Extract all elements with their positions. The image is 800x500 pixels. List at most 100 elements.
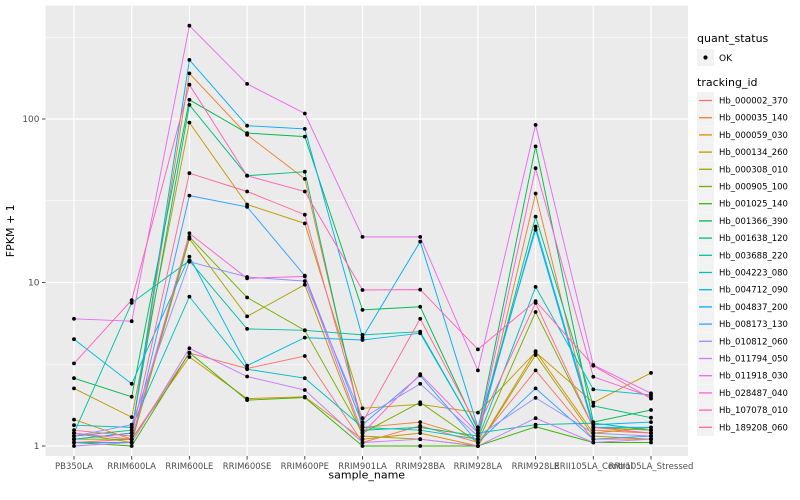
legend-item-label: Hb_001366_390 [719, 217, 788, 227]
data-point [591, 431, 596, 435]
legend-item-label: Hb_011794_050 [719, 355, 788, 365]
data-point [476, 428, 480, 433]
legend-item-Hb_004712_090: Hb_004712_090 [697, 281, 788, 299]
data-point [476, 440, 480, 445]
data-point [245, 374, 250, 379]
data-point [302, 388, 307, 392]
data-point [129, 319, 134, 324]
data-point [245, 367, 250, 372]
data-point [187, 346, 192, 351]
legend-item-Hb_003688_220: Hb_003688_220 [697, 246, 788, 264]
legend-item-Hb_028487_040: Hb_028487_040 [697, 384, 788, 402]
data-point [360, 420, 365, 424]
legend-item-Hb_011794_050: Hb_011794_050 [697, 350, 788, 367]
y-tick-label: 1 [34, 442, 40, 452]
y-tick-label: 10 [28, 279, 40, 289]
x-tick-label: RRIM600LA [107, 462, 156, 472]
legend-item-Hb_001366_390: Hb_001366_390 [697, 212, 788, 230]
data-point [533, 301, 538, 305]
data-point [533, 123, 538, 127]
data-point [245, 363, 250, 368]
legend-item-label: Hb_000002_370 [719, 97, 788, 107]
data-point [302, 282, 307, 287]
data-point [72, 431, 76, 435]
data-point [649, 428, 653, 433]
data-point [129, 440, 134, 445]
data-point [476, 434, 480, 438]
x-tick-label: RRIM928LE [512, 462, 560, 472]
data-point [591, 374, 596, 379]
legend-item-Hb_001025_140: Hb_001025_140 [697, 195, 788, 213]
legend-item-Hb_011918_030: Hb_011918_030 [697, 367, 788, 385]
data-point [649, 415, 653, 420]
data-point [72, 337, 76, 342]
legend-item-label: Hb_003688_220 [719, 251, 788, 261]
data-point [187, 350, 192, 355]
data-point [418, 239, 423, 244]
data-point [418, 428, 423, 433]
data-point [591, 422, 596, 427]
data-point [418, 381, 423, 386]
data-point [533, 166, 538, 171]
legend-item-label: Hb_004837_200 [719, 303, 788, 313]
legend-item-label: Hb_011918_030 [719, 372, 788, 382]
data-point [360, 335, 365, 340]
data-point [187, 355, 192, 359]
data-point [187, 231, 192, 236]
data-point [245, 189, 250, 194]
data-point [245, 276, 250, 281]
data-point [129, 415, 134, 420]
data-point [187, 259, 192, 264]
data-point [245, 82, 250, 86]
data-point [649, 391, 653, 396]
legend-item-Hb_000134_260: Hb_000134_260 [697, 143, 788, 161]
data-point [418, 437, 423, 442]
data-point [245, 398, 250, 402]
data-point [129, 301, 134, 305]
legend-title-tracking-id: tracking_id [697, 76, 758, 89]
data-point [187, 294, 192, 299]
x-tick-label: RRIM600SE [223, 462, 272, 472]
x-tick-label: RRIM901LA [338, 462, 387, 472]
data-point [360, 434, 365, 438]
data-point [591, 434, 596, 438]
data-point [360, 308, 365, 312]
data-point [649, 437, 653, 442]
data-point [476, 368, 480, 373]
data-point [649, 440, 653, 445]
data-point [302, 376, 307, 381]
axis-ticks [42, 118, 652, 460]
data-points [72, 23, 653, 448]
legend-item-Hb_008173_130: Hb_008173_130 [697, 315, 788, 333]
data-point [591, 428, 596, 433]
data-point [591, 400, 596, 405]
data-point [533, 422, 538, 427]
data-point [72, 417, 76, 422]
data-point [187, 58, 192, 62]
data-point [591, 387, 596, 392]
data-point [129, 381, 134, 386]
legend-item-label: Hb_028487_040 [719, 389, 788, 399]
data-point [72, 437, 76, 442]
data-point [72, 316, 76, 321]
legend-item-label: Hb_000059_030 [719, 131, 788, 141]
data-point [533, 310, 538, 314]
data-point [649, 420, 653, 424]
data-point [187, 23, 192, 28]
data-point [129, 431, 134, 435]
data-point [360, 422, 365, 427]
data-point [476, 410, 480, 415]
data-point [129, 428, 134, 433]
legend-item-label: Hb_004712_090 [719, 286, 788, 296]
data-point [533, 285, 538, 289]
data-point [72, 386, 76, 391]
data-point [129, 422, 134, 427]
data-point [72, 428, 76, 433]
data-point [533, 350, 538, 354]
data-point [360, 444, 365, 448]
data-point [129, 434, 134, 438]
legend-item-Hb_010812_060: Hb_010812_060 [697, 332, 788, 350]
data-point [187, 103, 192, 107]
